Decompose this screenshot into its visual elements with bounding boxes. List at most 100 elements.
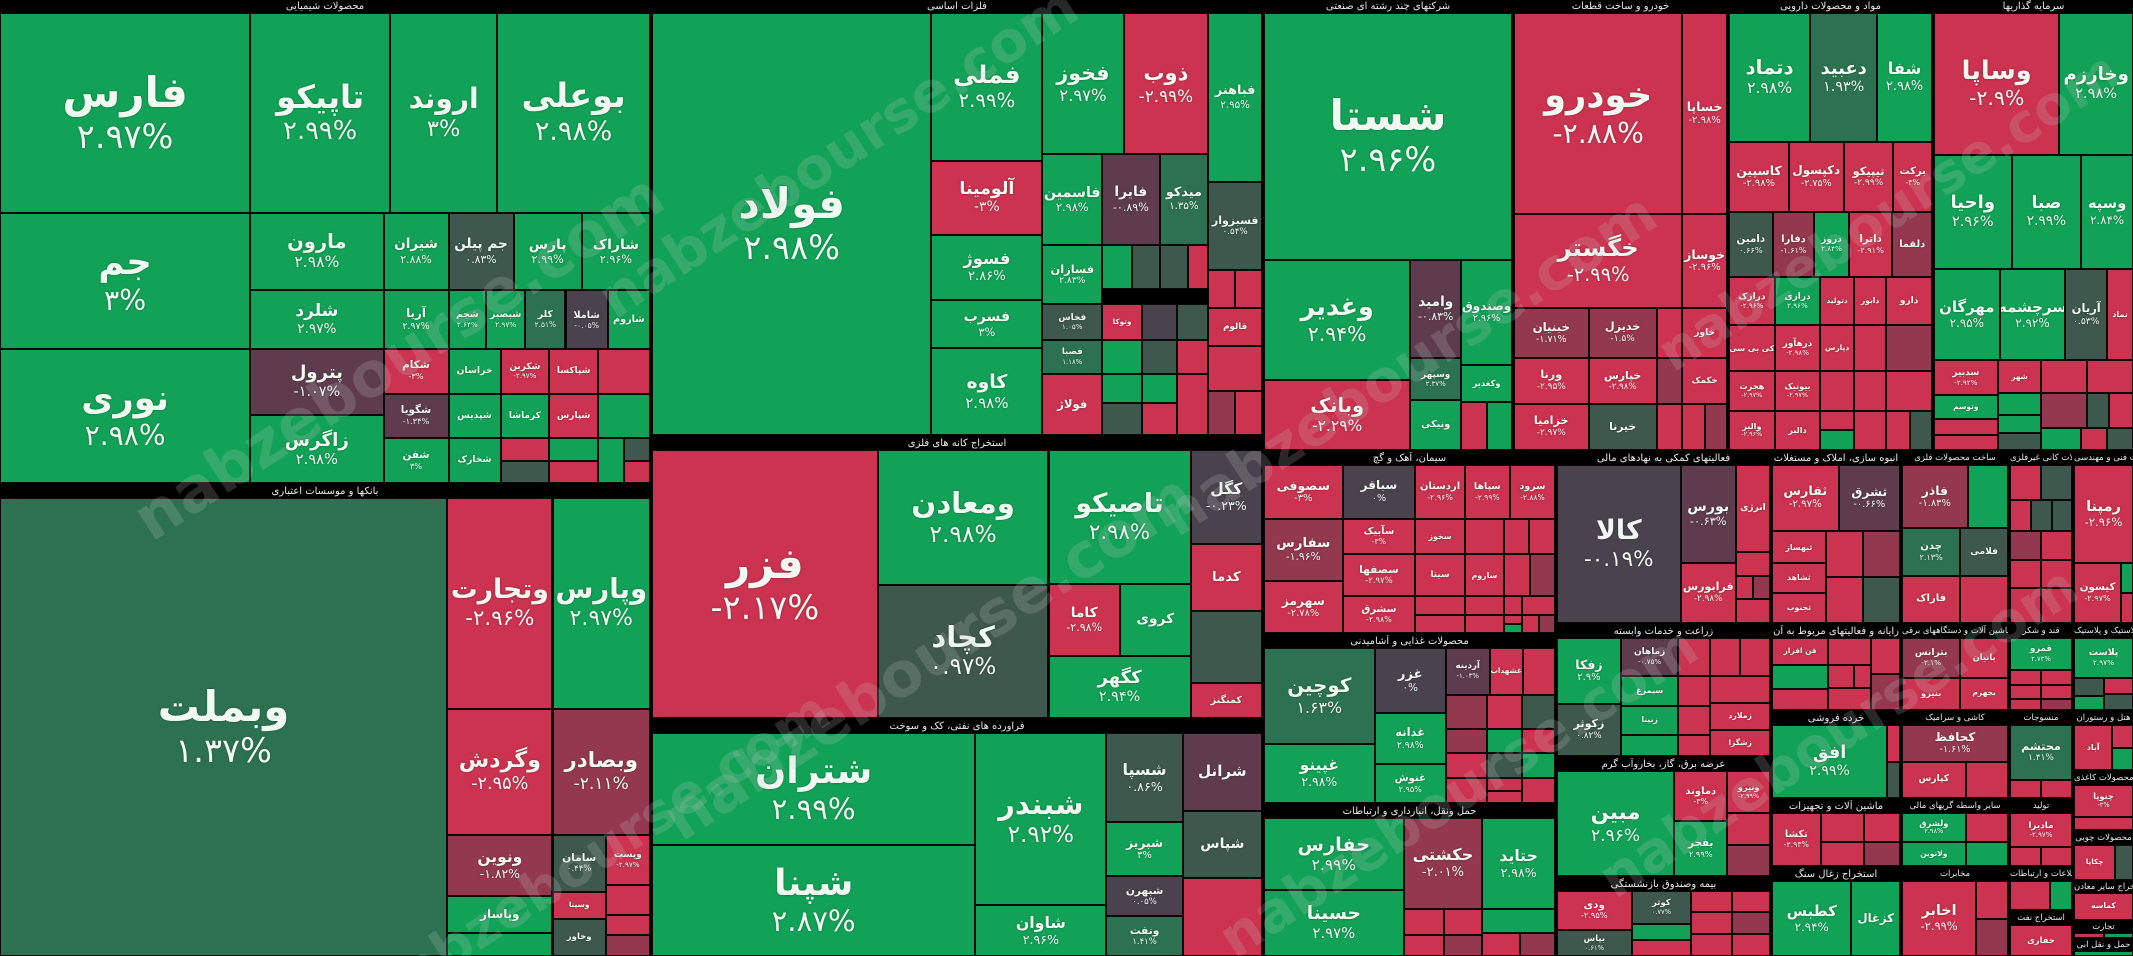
stock-tile[interactable] [1504, 518, 1529, 555]
stock-tile-small[interactable] [1886, 410, 1910, 450]
stock-tile[interactable]: جم ۳% [0, 212, 251, 350]
stock-tile[interactable]: وخاور [552, 919, 606, 956]
stock-tile[interactable]: آردینه -۱.۰۳% [1445, 648, 1490, 695]
stock-tile[interactable]: فباهنر ۲.۹۵% [1208, 13, 1262, 182]
stock-tile[interactable] [2010, 699, 2041, 710]
stock-tile[interactable]: شبصیر ۲.۹۷% [486, 290, 526, 350]
stock-tile[interactable] [1159, 245, 1189, 290]
stock-tile[interactable]: کمنگنز [1190, 683, 1262, 718]
stock-tile[interactable] [500, 460, 550, 483]
stock-tile[interactable]: قالوم [1208, 308, 1262, 347]
stock-tile[interactable] [1102, 373, 1142, 404]
stock-tile[interactable]: ذوب -۲.۹۹% [1123, 13, 1209, 155]
stock-tile-small[interactable] [1521, 694, 1555, 729]
stock-tile[interactable] [1132, 245, 1160, 290]
stock-tile-small[interactable] [2103, 677, 2133, 694]
stock-tile[interactable]: اخابر -۲.۹۹% [1902, 881, 1977, 956]
stock-tile-small[interactable] [2112, 747, 2133, 770]
stock-tile[interactable]: شپنا ۲.۸۷% [652, 844, 976, 956]
stock-tile-small[interactable] [2107, 428, 2133, 450]
stock-tile[interactable]: سدبیر -۲.۹۲% [1934, 360, 1998, 396]
stock-tile[interactable]: کرماشا [500, 393, 550, 439]
stock-tile[interactable] [1486, 753, 1522, 779]
stock-tile[interactable] [1772, 689, 1829, 710]
stock-tile[interactable] [1620, 734, 1679, 756]
stock-tile[interactable]: فسرب ۳% [931, 299, 1043, 349]
stock-tile[interactable] [1820, 410, 1854, 431]
stock-tile-small[interactable] [1482, 932, 1521, 956]
stock-tile[interactable]: ونیرو -۲.۹۹% [1727, 771, 1770, 813]
stock-tile[interactable]: دعبید ۱.۹۳% [1810, 13, 1878, 142]
stock-tile[interactable]: والبر -۲.۹۶% [1729, 410, 1775, 450]
stock-tile[interactable]: بوعلی ۲.۹۸% [497, 13, 650, 213]
stock-tile-small[interactable] [1521, 753, 1555, 779]
stock-tile[interactable]: شپارس [549, 393, 598, 439]
stock-tile[interactable] [1444, 909, 1483, 936]
stock-tile[interactable] [1522, 648, 1555, 695]
stock-tile[interactable]: ولشرق ۲.۹۸% [1902, 813, 1966, 843]
stock-tile-small[interactable] [2087, 360, 2133, 394]
stock-tile[interactable] [1445, 694, 1487, 729]
stock-tile[interactable]: میدکو ۱.۳۵% [1159, 154, 1209, 246]
stock-tile[interactable]: رمپنا -۲.۹۶% [2074, 465, 2133, 563]
stock-tile[interactable]: دالبر [1774, 410, 1821, 450]
stock-tile-small[interactable] [1825, 577, 1863, 623]
stock-tile[interactable]: کوثر ۰.۷۷% [1631, 891, 1692, 924]
stock-tile[interactable] [1102, 340, 1142, 374]
stock-tile[interactable] [1504, 596, 1522, 615]
stock-tile[interactable]: شفن ۳% [383, 438, 449, 483]
stock-tile[interactable] [1486, 694, 1522, 729]
stock-tile[interactable]: کپارس [1902, 761, 1966, 798]
stock-tile-small[interactable] [1177, 340, 1209, 374]
stock-tile-small[interactable] [1870, 638, 1900, 674]
stock-tile[interactable]: کطبس ۲.۹۴% [1772, 881, 1852, 956]
stock-tile-small[interactable] [2115, 845, 2133, 880]
stock-tile[interactable]: سفارس -۱.۹۶% [1264, 518, 1343, 581]
stock-tile[interactable] [1102, 403, 1142, 435]
stock-tile[interactable] [2031, 499, 2052, 532]
stock-tile[interactable]: ساروم [1464, 554, 1505, 597]
stock-tile-small[interactable] [1960, 575, 2008, 623]
stock-tile[interactable]: شخارک [448, 438, 501, 483]
stock-tile[interactable]: شبریز ۳% [1106, 822, 1183, 876]
stock-tile[interactable] [1141, 340, 1178, 374]
stock-tile-small[interactable] [1710, 675, 1770, 703]
stock-tile[interactable]: شجم ۲.۶۴% [448, 290, 487, 350]
stock-tile[interactable]: خپارس -۲.۹۸% [1588, 358, 1657, 405]
stock-tile[interactable]: شبندر ۲.۹۲% [975, 733, 1107, 905]
stock-tile[interactable]: وگردش -۲.۹۵% [447, 708, 553, 835]
stock-tile[interactable]: غدانه ۲.۹۸% [1374, 713, 1446, 765]
stock-tile-small[interactable] [2041, 684, 2072, 700]
stock-tile[interactable]: ثشاهد [1772, 562, 1826, 593]
stock-tile-small[interactable] [2109, 393, 2133, 429]
stock-tile[interactable]: شرانل [1182, 733, 1262, 812]
stock-tile[interactable]: اردستان -۲.۹۶% [1415, 465, 1465, 519]
stock-tile[interactable] [1731, 933, 1770, 956]
stock-tile[interactable] [1415, 614, 1465, 633]
stock-tile-small[interactable] [1208, 390, 1236, 435]
stock-tile-small[interactable] [1731, 891, 1770, 913]
stock-tile[interactable]: ثفارس -۲.۹۷% [1772, 465, 1839, 532]
stock-tile[interactable]: غپینو ۲.۹۸% [1264, 744, 1375, 803]
stock-tile[interactable]: ومعادن ۲.۹۸% [877, 450, 1049, 586]
stock-tile[interactable]: آباد [2074, 725, 2113, 770]
stock-tile[interactable]: داترا -۲.۹۱% [1848, 211, 1893, 278]
stock-tile[interactable] [2074, 677, 2104, 696]
stock-tile[interactable]: تاصیکو ۲.۹۸% [1048, 450, 1191, 584]
stock-tile[interactable]: شتران ۲.۹۹% [652, 733, 976, 845]
stock-tile-small[interactable] [2041, 699, 2072, 710]
stock-tile-small[interactable] [1887, 761, 1900, 798]
stock-tile[interactable]: انرژی [1735, 465, 1770, 552]
stock-tile[interactable] [500, 438, 550, 461]
stock-tile-small[interactable] [1656, 358, 1683, 405]
stock-tile[interactable] [2041, 428, 2082, 450]
stock-tile[interactable] [1727, 813, 1770, 845]
stock-tile-small[interactable] [2050, 881, 2072, 910]
stock-tile[interactable] [1678, 638, 1711, 676]
stock-tile[interactable]: مارون ۲.۹۸% [250, 212, 384, 291]
stock-tile[interactable]: غزر ۰% [1374, 648, 1446, 714]
stock-tile[interactable]: فملی ۲.۹۹% [931, 13, 1043, 161]
stock-tile[interactable]: دپارس [1820, 325, 1854, 372]
stock-tile[interactable]: ثجنوب [1772, 592, 1826, 623]
stock-tile[interactable]: وسپهر ۲.۳۷% [1410, 358, 1462, 400]
